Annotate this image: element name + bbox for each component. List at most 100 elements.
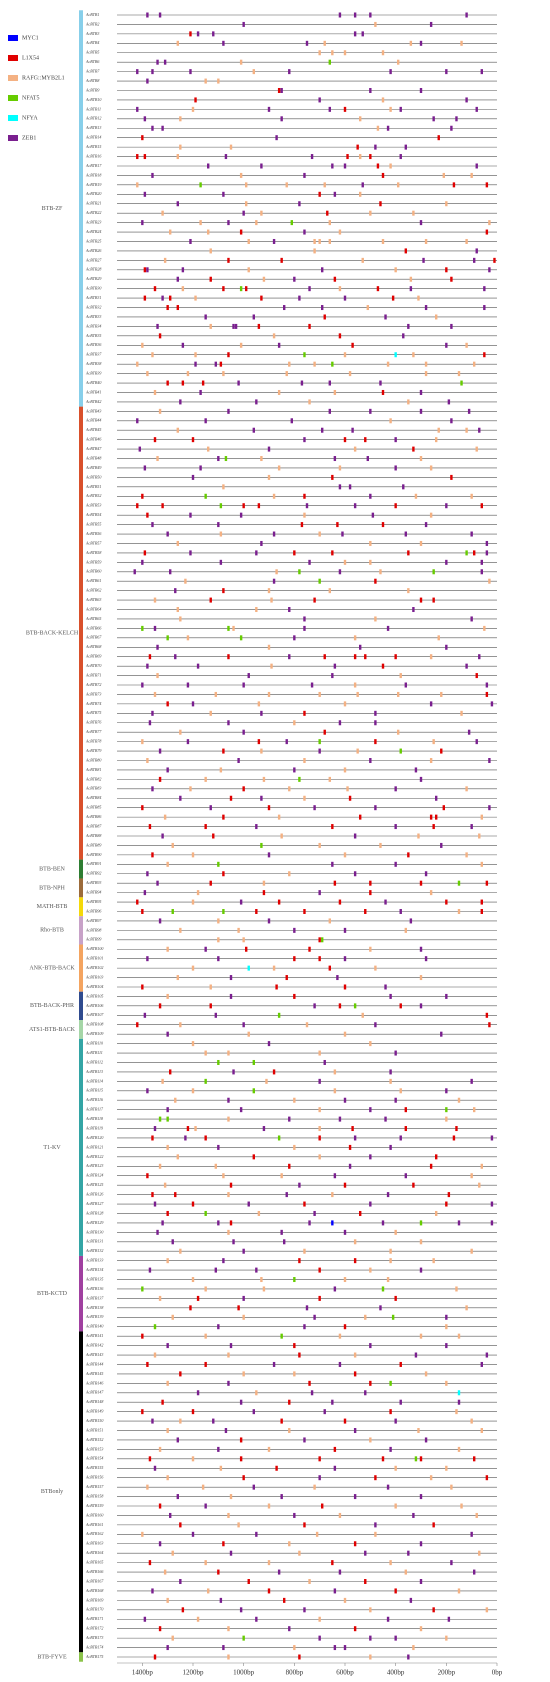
cis-element (181, 286, 185, 292)
cis-element (207, 229, 210, 235)
gene-name: AcBTB32 (85, 304, 101, 309)
group-bar (79, 1255, 83, 1332)
cis-element (303, 229, 306, 235)
cis-element (189, 31, 192, 37)
x-tick-label: 400bp (387, 1669, 405, 1677)
cis-element (313, 805, 316, 811)
cis-element (404, 1569, 407, 1575)
cis-element (255, 399, 258, 405)
gene-name: AcBTB107 (85, 1012, 104, 1017)
gene-name: AcBTB13 (85, 125, 101, 130)
cis-element (201, 1484, 205, 1490)
cis-element (318, 1078, 321, 1084)
cis-element (227, 1192, 230, 1198)
cis-element (389, 1078, 392, 1084)
cis-element (353, 31, 357, 37)
cis-element (239, 172, 243, 178)
cis-element (176, 607, 179, 613)
cis-element (435, 437, 438, 443)
gene-name: AcBTB101 (85, 956, 103, 961)
cis-element (146, 512, 149, 518)
cis-element (245, 182, 248, 188)
cis-element (298, 776, 301, 782)
cis-element (445, 1465, 448, 1471)
cis-element (275, 984, 278, 990)
cis-element (369, 880, 372, 886)
gene-name: AcBTB70 (85, 663, 101, 668)
cis-element (222, 191, 225, 197)
cis-element (470, 824, 473, 830)
gene-name: AcBTB63 (85, 597, 101, 602)
cis-element (151, 352, 154, 358)
group-bar (79, 1652, 83, 1662)
cis-element (328, 380, 331, 386)
cis-element (146, 78, 149, 84)
cis-element (432, 1258, 435, 1264)
cis-element (379, 201, 382, 207)
cis-element (485, 1012, 489, 1018)
gene-name: AcBTB61 (85, 578, 101, 583)
cis-element (204, 1135, 207, 1141)
cis-element (407, 323, 410, 329)
gene-name: AcBTB4 (85, 40, 99, 45)
cis-element (315, 1531, 319, 1537)
cis-element (465, 852, 468, 858)
cis-element (199, 465, 202, 471)
cis-element (389, 1258, 392, 1264)
cis-element (353, 446, 357, 452)
cis-element (219, 503, 223, 509)
cis-element (374, 805, 377, 811)
cis-element (171, 842, 174, 848)
cis-element (166, 635, 169, 641)
cis-element (364, 1390, 367, 1396)
cis-element (417, 295, 420, 301)
cis-element (300, 522, 304, 528)
cis-element (331, 361, 334, 367)
cis-element (460, 1503, 463, 1509)
cis-element (146, 267, 149, 273)
gene-name: AcBTB11 (85, 106, 101, 111)
cis-element (381, 1456, 385, 1462)
gene-name: AcBTB111 (85, 1050, 103, 1055)
cis-element (166, 1107, 169, 1113)
gene-name: AcBTB69 (85, 654, 101, 659)
gene-name: AcBTB119 (85, 1125, 103, 1130)
cis-element (227, 654, 230, 660)
cis-element (445, 993, 448, 999)
cis-element (485, 550, 489, 556)
cis-element (389, 418, 392, 424)
cis-element (389, 1248, 392, 1254)
cis-element (419, 975, 423, 981)
cis-element (467, 408, 471, 414)
cis-element (293, 956, 296, 962)
cis-element (369, 1154, 372, 1160)
cis-element (255, 1267, 258, 1273)
cis-element (399, 1135, 402, 1141)
cis-element (447, 1616, 451, 1622)
cis-element (303, 908, 306, 914)
cis-element (376, 286, 380, 292)
gene-name: AcBTB60 (85, 569, 101, 574)
cis-element (143, 465, 147, 471)
gene-name: AcBTB59 (85, 559, 101, 564)
cis-element (191, 1041, 195, 1047)
cis-element (237, 927, 240, 933)
cis-element (407, 1550, 410, 1556)
group-label: BTB-BACK-KELCH (26, 630, 79, 636)
cis-element (283, 305, 286, 311)
x-tick-label: 1200bp (183, 1669, 205, 1677)
cis-element (343, 927, 347, 933)
gene-name: AcBTB37 (85, 352, 102, 357)
cis-element (429, 1475, 433, 1481)
cis-element (303, 1248, 306, 1254)
cis-element (222, 1645, 225, 1651)
cis-element (239, 229, 243, 235)
cis-element (169, 569, 172, 575)
cis-element (260, 1277, 263, 1283)
cis-element (245, 946, 248, 952)
group-bar (79, 406, 83, 860)
cis-element (328, 588, 331, 594)
cis-element (247, 965, 250, 971)
gene-name: AcBTB75 (85, 710, 101, 715)
cis-element (189, 69, 192, 75)
